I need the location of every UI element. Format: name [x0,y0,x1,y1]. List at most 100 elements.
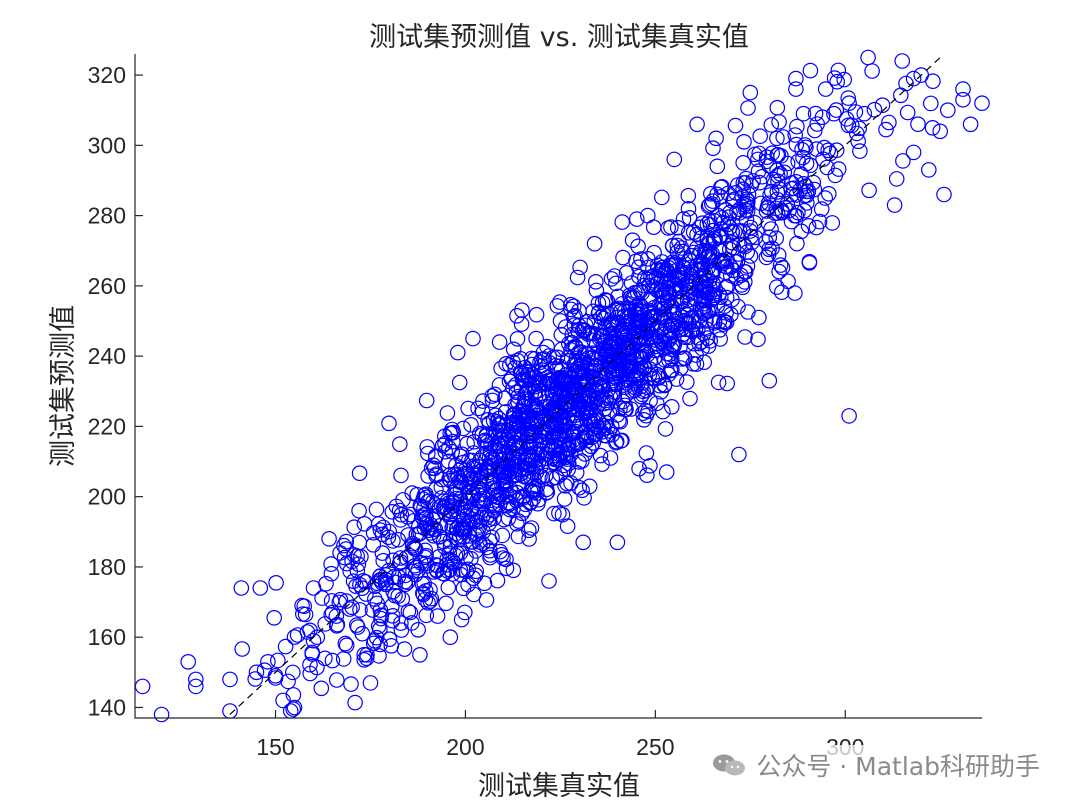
scatter-point [758,234,774,250]
scatter-point [479,434,495,450]
scatter-point [544,470,561,487]
scatter-point [824,215,841,231]
scatter-point [773,284,790,300]
scatter-point [664,270,680,286]
scatter-point [638,382,654,399]
scatter-point [463,550,479,567]
scatter-point [852,143,868,159]
scatter-point [372,522,389,538]
scatter-point [365,524,382,541]
scatter-point [786,207,803,224]
scatter-point [396,641,413,657]
scatter-point [437,443,453,460]
scatter-point [269,652,286,669]
scatter-point [442,472,459,489]
scatter-point [840,117,857,134]
scatter-point [628,211,645,227]
scatter-point [385,533,401,549]
scatter-point [696,295,712,312]
scatter-point [962,116,979,133]
scatter-point [505,410,521,427]
scatter-point [585,303,601,320]
scatter-point [793,223,810,240]
scatter-point [465,505,482,522]
scatter-point [487,438,503,455]
scatter-point [955,91,971,108]
scatter-point [676,260,692,277]
scatter-point [419,445,436,462]
scatter-point [577,446,593,462]
scatter-point [370,618,387,635]
scatter-point [369,595,385,612]
scatter-point [626,284,643,301]
scatter-point [381,523,397,540]
scatter-point [317,616,333,632]
scatter-point [651,368,668,384]
scatter-point [508,458,525,475]
scatter-point [718,279,734,295]
scatter-point [451,517,468,534]
scatter-point [574,393,591,410]
scatter-point [419,439,435,455]
scatter-point [427,521,444,537]
scatter-point [609,407,626,423]
scatter-point [252,580,269,596]
scatter-point [417,506,434,523]
scatter-point [524,356,540,373]
scatter-point [551,404,567,421]
scatter-point [675,211,692,227]
scatter-point [654,254,670,270]
scatter-point [601,316,617,333]
scatter-point [843,117,860,134]
scatter-point [523,520,540,536]
scatter-point [368,501,385,518]
scatter-point [606,389,623,405]
scatter-point [414,576,431,592]
scatter-point [700,198,717,214]
scatter-point [180,653,196,670]
scatter-point [618,265,635,281]
scatter-point [356,651,372,668]
scatter-point [268,574,284,591]
scatter-point [356,515,373,532]
scatter-point [888,171,905,187]
scatter-point [585,325,601,342]
scatter-point [787,127,803,143]
scatter-point [538,481,555,498]
scatter-point [666,151,683,168]
scatter-point [541,354,557,371]
scatter-point [771,263,787,280]
scatter-point [555,371,572,387]
scatter-point [701,285,718,302]
scatter-point [691,335,707,352]
scatter-point [437,539,453,555]
scatter-point [454,446,470,462]
scatter-point [491,334,508,350]
scatter-point [594,456,610,472]
scatter-point [419,557,436,574]
scatter-point [548,423,565,440]
scatter-point [392,550,409,566]
scatter-point [443,502,460,519]
scatter-point [302,656,318,673]
scatter-point [559,475,575,492]
scatter-point [740,304,756,320]
scatter-point [639,207,656,224]
scatter-point [680,201,697,217]
scatter-point [701,197,718,213]
scatter-point [608,275,624,292]
scatter-point [475,393,491,409]
scatter-point [532,354,548,371]
scatter-point [570,323,586,339]
wechat-icon [713,754,746,776]
scatter-point [606,268,623,284]
scatter-point [480,411,496,428]
y-tick-label: 220 [88,413,126,439]
scatter-point [418,607,435,624]
scatter-point [420,468,436,484]
x-tick-label: 150 [256,734,294,760]
scatter-point [343,676,359,692]
scatter-point [788,70,804,87]
scatter-point [509,330,526,347]
scatter-point [726,224,743,240]
